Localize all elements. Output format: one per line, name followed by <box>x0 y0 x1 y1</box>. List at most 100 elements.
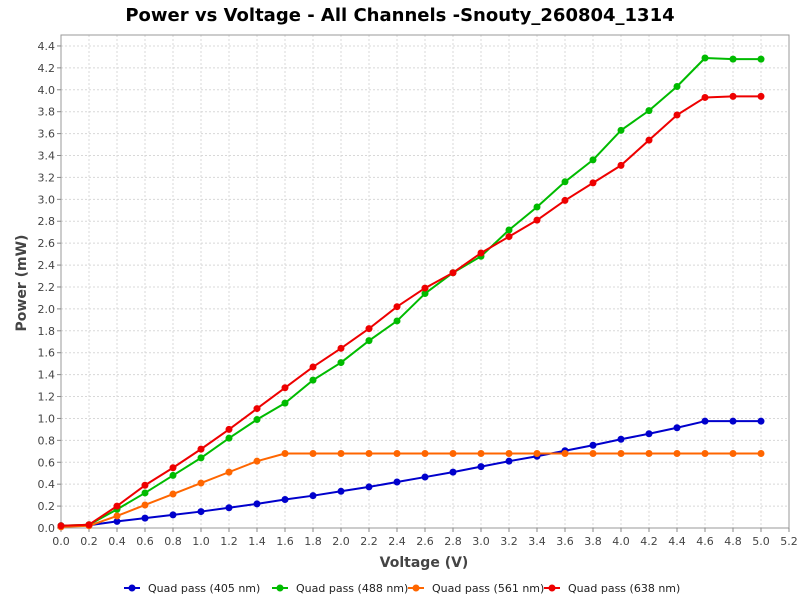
series-3 <box>57 92 765 530</box>
y-tick-label: 4.0 <box>38 84 56 97</box>
series-line <box>60 95 761 527</box>
x-tick-label: 1.8 <box>304 535 322 548</box>
data-point <box>533 203 541 211</box>
y-axis-ticks: 0.0 0.2 0.4 0.6 0.8 1.0 1.2 1.4 1.6 1.8 2.0 2.2 2.4 2… <box>38 40 61 535</box>
data-point <box>561 178 569 186</box>
y-tick-label: 4.2 <box>38 62 56 75</box>
legend-item: Quad pass (488 nm) <box>272 582 408 595</box>
y-tick-label: 3.2 <box>38 171 56 184</box>
data-point <box>197 454 205 462</box>
y-tick-label: 3.6 <box>38 128 56 141</box>
data-point <box>729 417 737 425</box>
data-point <box>337 344 345 352</box>
data-point <box>645 136 653 144</box>
x-tick-label: 4.6 <box>696 535 714 548</box>
legend-label: Quad pass (488 nm) <box>296 582 408 595</box>
data-point <box>645 107 653 115</box>
data-point <box>197 508 205 516</box>
data-point <box>505 233 513 241</box>
x-tick-label: 2.4 <box>388 535 406 548</box>
data-point <box>309 450 317 458</box>
legend-item: Quad pass (561 nm) <box>408 582 544 595</box>
data-point <box>617 435 625 443</box>
data-point <box>253 405 261 413</box>
x-tick-label: 4.8 <box>724 535 742 548</box>
data-point <box>225 434 233 442</box>
data-point <box>365 483 373 491</box>
data-point <box>393 478 401 486</box>
data-point <box>673 82 681 90</box>
y-tick-label: 3.4 <box>38 150 56 163</box>
data-point <box>701 54 709 62</box>
data-point <box>729 450 737 458</box>
series-lines <box>57 54 765 531</box>
data-point <box>113 512 121 520</box>
x-tick-label: 3.4 <box>528 535 546 548</box>
data-point <box>421 450 429 458</box>
data-point <box>645 450 653 458</box>
data-point <box>169 511 177 519</box>
data-point <box>393 450 401 458</box>
y-axis-label: Power (mW) <box>14 235 30 332</box>
x-tick-label: 5.2 <box>780 535 798 548</box>
x-tick-label: 1.0 <box>192 535 210 548</box>
data-point <box>729 55 737 63</box>
y-tick-label: 4.4 <box>38 40 56 53</box>
legend-swatch-marker <box>548 584 556 592</box>
data-point <box>673 424 681 432</box>
legend-swatch-marker <box>128 584 136 592</box>
data-point <box>533 216 541 224</box>
data-point <box>253 416 261 424</box>
x-tick-label: 0.2 <box>80 535 98 548</box>
data-point <box>309 492 317 500</box>
data-point <box>365 450 373 458</box>
y-tick-label: 0.8 <box>38 434 56 447</box>
x-tick-label: 0.0 <box>52 535 70 548</box>
data-point <box>589 441 597 449</box>
data-point <box>393 303 401 311</box>
y-tick-label: 0.4 <box>38 478 56 491</box>
data-point <box>337 359 345 367</box>
data-point <box>449 269 457 277</box>
data-point <box>673 450 681 458</box>
data-point <box>141 501 149 509</box>
x-tick-label: 3.0 <box>472 535 490 548</box>
data-point <box>589 179 597 187</box>
y-tick-label: 2.0 <box>38 303 56 316</box>
y-tick-label: 2.4 <box>38 259 56 272</box>
data-point <box>617 126 625 134</box>
plot-area <box>61 35 789 528</box>
data-point <box>197 479 205 487</box>
y-tick-label: 1.4 <box>38 369 56 382</box>
y-tick-label: 2.8 <box>38 215 56 228</box>
y-tick-label: 0.0 <box>38 522 56 535</box>
data-point <box>561 196 569 204</box>
x-tick-label: 1.4 <box>248 535 266 548</box>
x-tick-label: 1.6 <box>276 535 294 548</box>
data-point <box>421 290 429 298</box>
data-point <box>113 502 121 510</box>
data-point <box>701 450 709 458</box>
data-point <box>337 450 345 458</box>
y-tick-label: 0.2 <box>38 500 56 513</box>
data-point <box>505 457 513 465</box>
x-tick-label: 3.8 <box>584 535 602 548</box>
data-point <box>421 473 429 481</box>
x-tick-label: 4.2 <box>640 535 658 548</box>
data-point <box>673 111 681 119</box>
series-line <box>60 420 761 527</box>
x-tick-label: 2.6 <box>416 535 434 548</box>
legend-swatch-marker <box>412 584 420 592</box>
data-point <box>617 161 625 169</box>
data-point <box>337 487 345 495</box>
x-axis-label: Voltage (V) <box>380 555 469 571</box>
data-point <box>617 450 625 458</box>
x-tick-label: 1.2 <box>220 535 238 548</box>
x-tick-label: 2.8 <box>444 535 462 548</box>
data-point <box>253 500 261 508</box>
x-tick-label: 4.4 <box>668 535 686 548</box>
x-tick-label: 2.2 <box>360 535 378 548</box>
series-line <box>60 57 761 527</box>
y-tick-label: 1.8 <box>38 325 56 338</box>
y-tick-label: 1.6 <box>38 347 56 360</box>
